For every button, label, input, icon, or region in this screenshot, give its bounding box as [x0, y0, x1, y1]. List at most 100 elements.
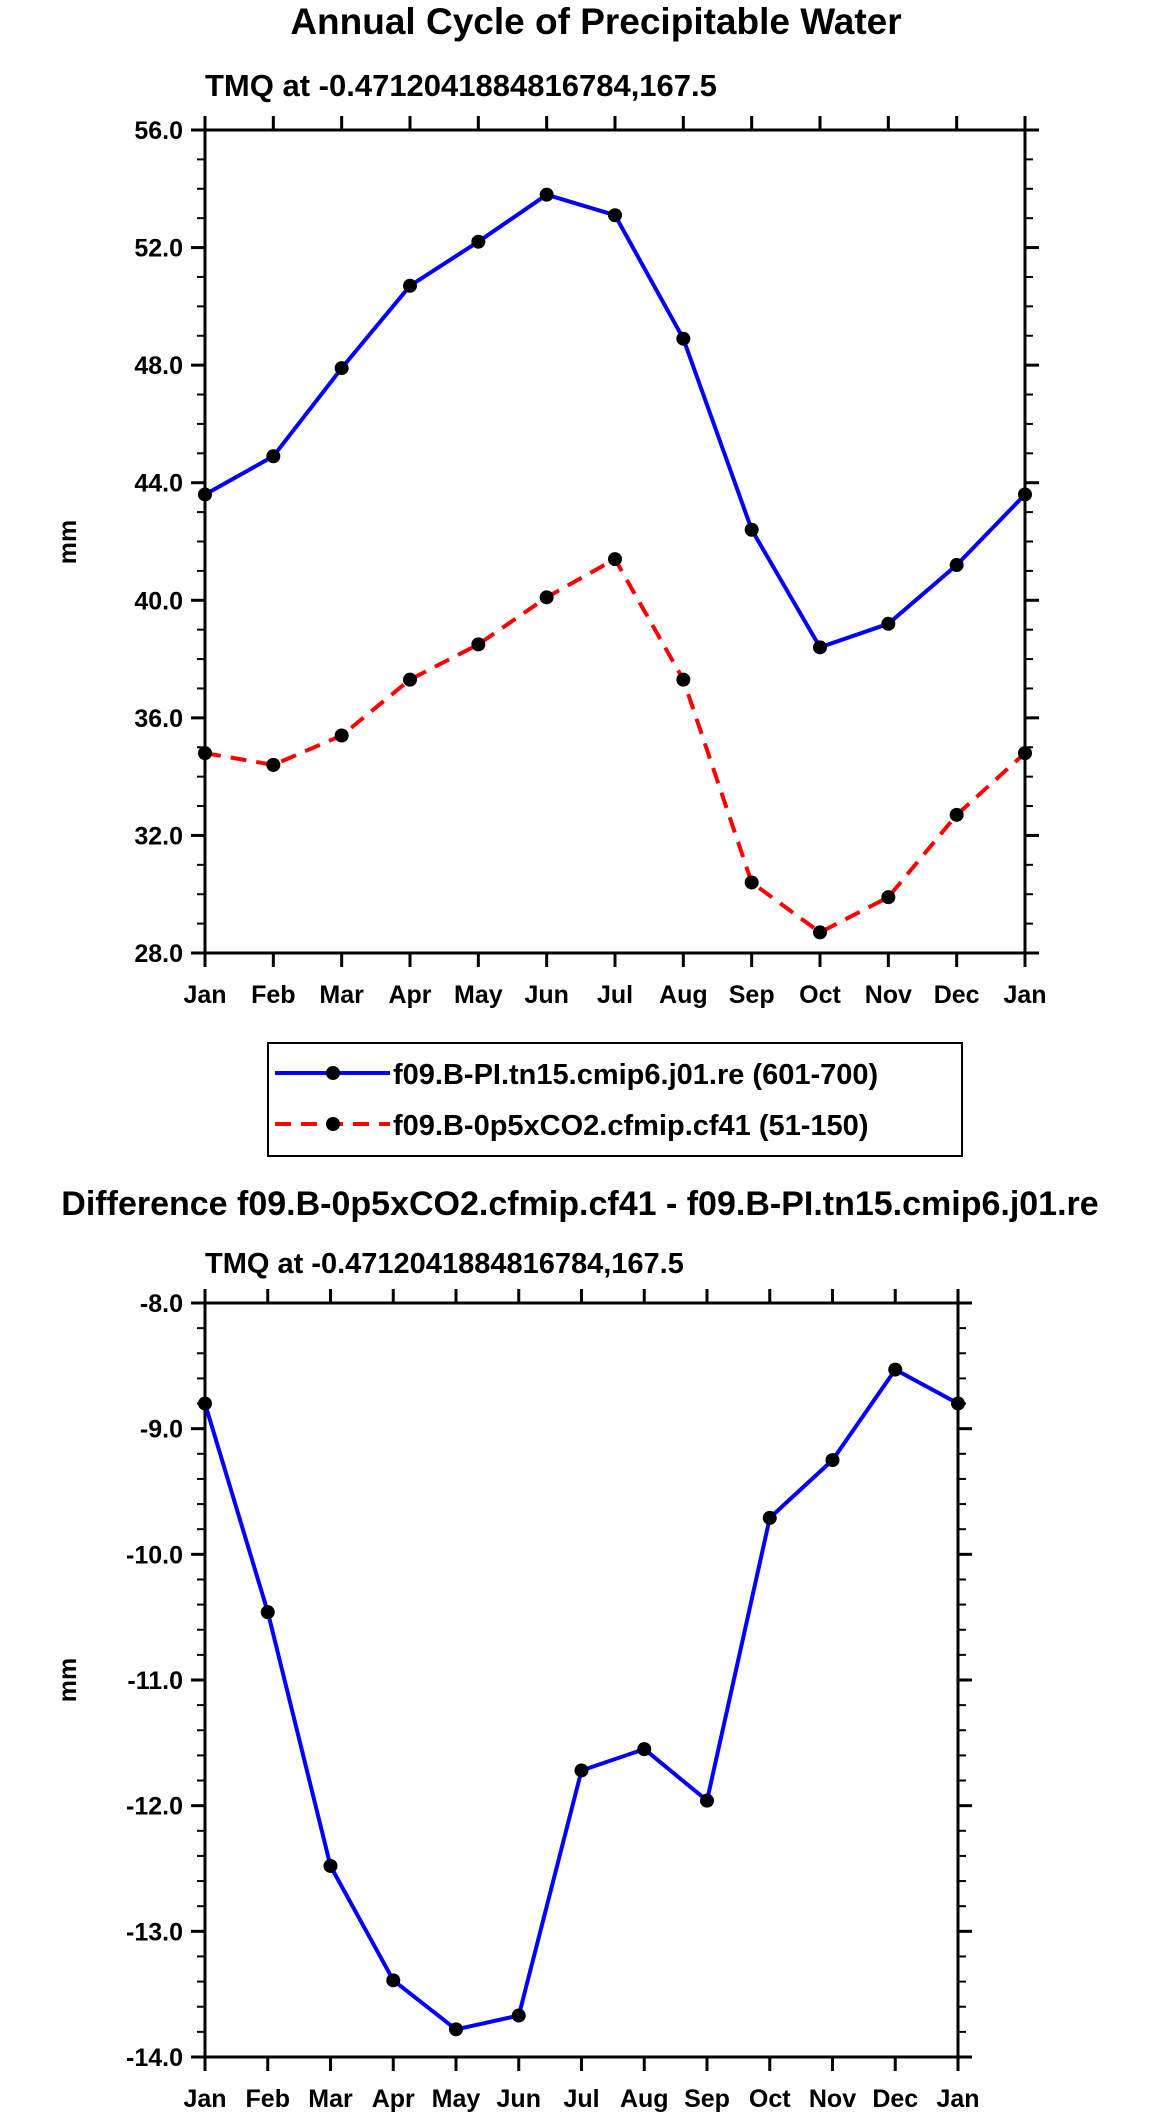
data-point — [511, 2008, 526, 2023]
legend-marker-series-2 — [326, 1117, 340, 1131]
x-tick-label: Feb — [246, 2085, 290, 2113]
chart-subtitle: TMQ at -0.4712041884816784,167.5 — [205, 1248, 684, 1280]
data-point — [539, 187, 554, 202]
data-point — [471, 234, 486, 249]
data-point — [334, 728, 349, 743]
data-point — [949, 807, 964, 822]
data-point — [608, 208, 622, 223]
y-tick-label: -9.0 — [140, 1416, 183, 1444]
data-point — [471, 637, 486, 652]
y-tick-label: -13.0 — [126, 1918, 183, 1946]
chart-title: Annual Cycle of Precipitable Water — [290, 1, 901, 42]
data-point — [266, 757, 281, 772]
chart-title: Difference f09.B-0p5xCO2.cfmip.cf41 - f0… — [61, 1185, 1098, 1223]
y-axis-label: mm — [54, 1658, 82, 1702]
legend-label-series-2: f09.B-0p5xCO2.cfmip.cf41 (51-150) — [393, 1110, 868, 1142]
y-tick-label: -14.0 — [126, 2044, 183, 2072]
y-tick-label: -8.0 — [140, 1290, 183, 1318]
x-tick-label: Jun — [524, 981, 568, 1009]
data-point — [744, 875, 759, 890]
x-tick-label: Mar — [308, 2085, 353, 2113]
y-tick-label: 44.0 — [134, 470, 183, 498]
data-point — [198, 746, 212, 761]
data-point — [637, 1742, 652, 1757]
plot-frame — [203, 128, 1027, 955]
x-tick-label: Sep — [729, 981, 775, 1009]
y-tick-label: 40.0 — [134, 587, 183, 615]
data-point — [825, 1453, 840, 1468]
x-tick-label: Nov — [865, 981, 912, 1009]
data-point — [676, 331, 691, 346]
series-line-2 — [204, 557, 1027, 935]
legend-marker-series-1 — [326, 1066, 340, 1080]
data-point — [700, 1793, 714, 1808]
data-point — [403, 278, 417, 293]
legend-box — [267, 1042, 963, 1157]
data-point — [198, 487, 212, 502]
y-tick-label: 52.0 — [134, 235, 183, 263]
y-tick-label: 48.0 — [134, 352, 183, 380]
series-line-1 — [203, 1367, 959, 2032]
y-tick-label: 36.0 — [134, 705, 183, 733]
data-point — [539, 590, 554, 605]
x-tick-label: Sep — [684, 2085, 730, 2113]
chart-subtitle: TMQ at -0.4712041884816784,167.5 — [205, 68, 717, 103]
x-tick-label: May — [432, 2085, 481, 2113]
data-point — [334, 361, 349, 376]
x-tick-label: Dec — [872, 2085, 918, 2113]
data-point — [266, 449, 281, 464]
x-tick-label: Aug — [620, 2085, 669, 2113]
data-point — [1018, 746, 1032, 761]
x-tick-label: Mar — [319, 981, 364, 1009]
y-tick-label: 32.0 — [134, 822, 183, 850]
data-point — [449, 2022, 463, 2037]
x-tick-label: Feb — [251, 981, 295, 1009]
series-line-1 — [204, 192, 1027, 650]
data-point — [403, 672, 417, 687]
data-point — [1018, 487, 1032, 502]
x-tick-label: Jan — [183, 2085, 226, 2113]
chart-difference: Difference f09.B-0p5xCO2.cfmip.cf41 - f0… — [54, 1185, 1099, 2113]
data-point — [676, 672, 691, 687]
y-axis-label: mm — [54, 520, 82, 564]
data-point — [323, 1858, 338, 1873]
x-tick-label: Jan — [936, 2085, 979, 2113]
x-tick-label: Apr — [372, 2085, 415, 2113]
data-point — [386, 1973, 401, 1988]
x-tick-label: Jun — [497, 2085, 541, 2113]
legend: f09.B-PI.tn15.cmip6.j01.re (601-700) f09… — [267, 1042, 963, 1157]
x-tick-label: Apr — [388, 981, 431, 1009]
data-point — [813, 925, 827, 940]
y-tick-label: 28.0 — [134, 940, 183, 968]
x-tick-label: Oct — [749, 2085, 791, 2113]
data-point — [260, 1605, 275, 1620]
y-tick-label: -12.0 — [126, 1793, 183, 1821]
data-point — [949, 558, 964, 573]
data-point — [608, 552, 622, 567]
y-tick-label: 56.0 — [134, 117, 183, 145]
data-point — [574, 1763, 589, 1778]
chart-annual-cycle: Annual Cycle of Precipitable Water TMQ a… — [54, 1, 1047, 1157]
legend-label-series-1: f09.B-PI.tn15.cmip6.j01.re (601-700) — [393, 1059, 878, 1091]
data-point — [744, 522, 759, 537]
data-point — [198, 1396, 212, 1411]
y-tick-label: -11.0 — [127, 1667, 183, 1695]
x-tick-label: Jan — [1003, 981, 1046, 1009]
data-point — [813, 640, 827, 655]
x-tick-label: Jul — [563, 2085, 599, 2113]
y-tick-label: -10.0 — [126, 1541, 183, 1569]
data-point — [762, 1510, 777, 1525]
data-point — [888, 1362, 903, 1377]
data-point — [881, 890, 896, 905]
x-tick-label: Nov — [809, 2085, 856, 2113]
data-point — [951, 1396, 965, 1411]
x-tick-label: Jul — [597, 981, 633, 1009]
x-tick-label: Oct — [799, 981, 841, 1009]
x-tick-label: Aug — [659, 981, 708, 1009]
x-tick-label: Jan — [183, 981, 226, 1009]
plot-frame — [203, 1301, 960, 2059]
x-tick-label: Dec — [934, 981, 980, 1009]
data-point — [881, 616, 896, 631]
x-tick-label: May — [454, 981, 503, 1009]
